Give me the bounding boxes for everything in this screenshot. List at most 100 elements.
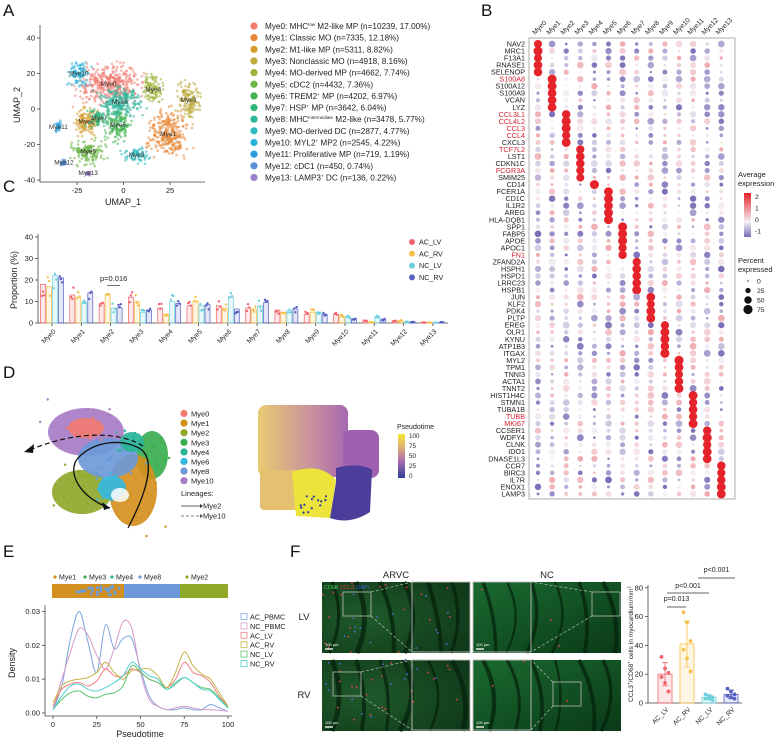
dotplot-dot [606, 238, 611, 243]
dotplot-dot [647, 265, 655, 273]
dotplot-dot [634, 203, 639, 208]
umap-point [131, 106, 135, 109]
bar-point [193, 299, 196, 302]
dotplot-dot [661, 153, 669, 160]
cell-signal [351, 685, 353, 688]
dotplot-dot [590, 160, 598, 167]
umap-point [162, 137, 165, 140]
umap-point [131, 101, 135, 105]
trajectory-point [146, 491, 149, 494]
bar-point [230, 294, 234, 298]
dotplot-dot [605, 343, 612, 350]
legend-superscript: intermediate [308, 115, 333, 120]
dotplot-dot [661, 286, 669, 294]
dotplot-dot [634, 189, 640, 195]
dotplot-dot [689, 195, 697, 202]
dotplot-dot [705, 141, 709, 144]
dotplot-dot [619, 160, 626, 167]
micrograph-nc-lv: 100 μm [472, 581, 621, 654]
y-tick-label: -40 [24, 176, 35, 185]
trajectory-point [156, 465, 160, 468]
dotplot-dot [662, 252, 668, 258]
umap-point [106, 136, 109, 140]
dotplot-dot [648, 428, 653, 433]
dotplot-dot [536, 309, 540, 314]
umap-point [149, 76, 152, 79]
cell-signal [382, 663, 384, 666]
umap-point [197, 101, 201, 104]
dotplot-dot [677, 232, 681, 236]
bar-point [49, 294, 52, 297]
bar-point [441, 321, 445, 324]
umap-point [183, 78, 187, 82]
legend-text: Mye7: HSP [265, 104, 307, 113]
umap-point [105, 105, 108, 108]
umap-point [111, 76, 115, 79]
trajectory-point [163, 458, 166, 461]
trajectory-panel: Mye0Mye1Mye2Mye3Mye4Mye6Mye8Mye10Lineage… [24, 398, 434, 538]
dotplot-dot [534, 174, 542, 181]
umap-point [109, 79, 112, 82]
umap-point [183, 99, 186, 102]
dotplot-dot [676, 428, 682, 433]
dotplot-dot [591, 238, 597, 244]
dotplot-dot [663, 295, 667, 299]
dotplot-dot [677, 126, 681, 130]
umap-point [110, 120, 113, 123]
dotplot-dot [662, 140, 667, 145]
dotplot-dot [577, 470, 583, 476]
umap-point [88, 130, 92, 134]
dotplot-dot [661, 258, 669, 266]
dotplot-dot [660, 348, 670, 358]
dotplot-dot [564, 421, 569, 426]
dotplot-dot [619, 399, 626, 406]
umap-point [124, 112, 128, 116]
dotplot-dot [676, 308, 682, 314]
umap-point [142, 153, 146, 157]
umap-point [123, 125, 127, 128]
umap-point [188, 82, 191, 86]
dotplot-dot [548, 413, 556, 420]
umap-point [130, 152, 133, 156]
bar-nc_lv [110, 307, 117, 324]
dotplot-dot [592, 365, 597, 370]
dotplot-dot [675, 300, 683, 308]
bar-point [224, 303, 228, 306]
bar-point [159, 307, 162, 310]
dotplot-dot [690, 238, 696, 244]
umap-point [83, 147, 86, 151]
bar-point [293, 307, 296, 310]
dotplot-dot [633, 75, 641, 83]
dotplot-dot [620, 421, 625, 426]
trajectory-point [151, 501, 154, 504]
umap-point [164, 111, 168, 115]
dotplot-dot [564, 77, 568, 81]
umap-point [100, 84, 103, 87]
umap-point [176, 129, 180, 132]
cell-signal [405, 586, 408, 589]
umap-point [90, 74, 93, 78]
dotplot-dot [718, 245, 724, 251]
umap-point [161, 119, 164, 123]
trajectory-point [63, 463, 67, 466]
pct-legend-title: expressed [738, 265, 773, 274]
cell-signal [361, 713, 364, 715]
dotplot-dot [533, 67, 543, 77]
cell-signal [435, 677, 437, 679]
pseudotime-point [319, 504, 322, 507]
umap-point [134, 149, 137, 153]
dotplot-dot [619, 202, 626, 209]
umap-cluster-mye7 [84, 105, 113, 129]
umap-cluster-label: Mye1 [160, 131, 176, 138]
umap-point [160, 114, 164, 118]
umap-point [161, 131, 164, 134]
dotplot-dot [647, 370, 655, 378]
x-tick-label: AC_RV [672, 706, 693, 727]
legend-text: DC (n=136, 0.22%) [324, 173, 397, 182]
umap-point [76, 134, 80, 138]
bar-point [147, 310, 151, 313]
cell-signal [550, 619, 552, 622]
umap-point [118, 73, 121, 76]
umap-point [74, 118, 78, 121]
dotplot-dot [549, 252, 555, 258]
